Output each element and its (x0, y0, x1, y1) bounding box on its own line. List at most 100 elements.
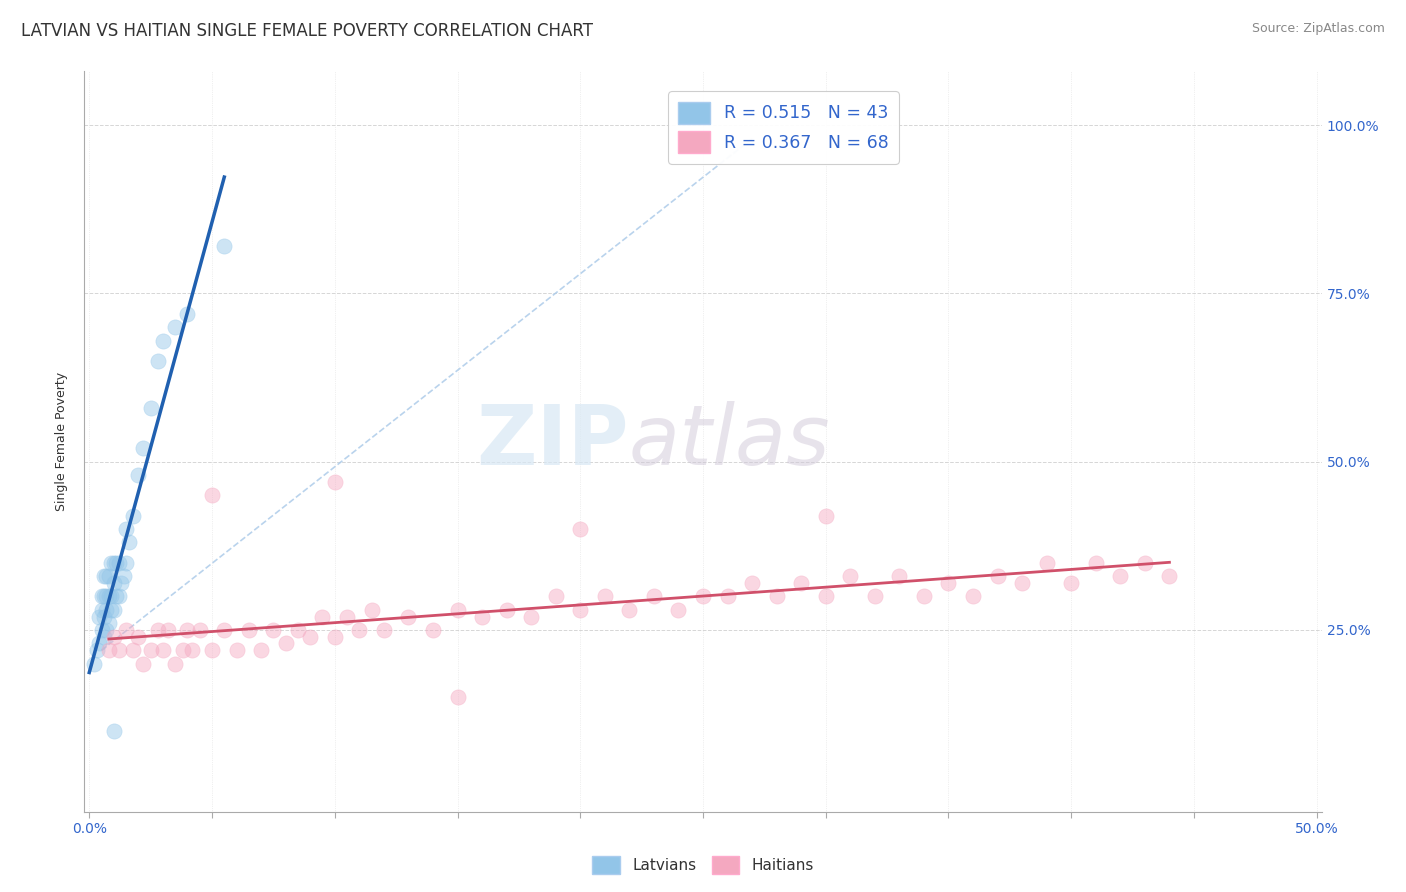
Point (87, 609, 110, 624)
Point (446, 603, 468, 617)
Point (93, 609, 115, 624)
Point (741, 575, 763, 590)
Point (90, 590, 112, 604)
Point (100, 590, 122, 604)
Point (201, 643, 224, 657)
Point (889, 569, 911, 583)
Point (103, 556, 125, 570)
Point (115, 623, 138, 637)
Point (176, 623, 198, 637)
Point (115, 522, 138, 536)
Point (349, 623, 371, 637)
Point (172, 643, 194, 657)
Point (107, 643, 129, 657)
Point (97, 569, 120, 583)
Point (765, 590, 787, 604)
Point (323, 475, 346, 489)
Point (165, 320, 187, 334)
Point (214, 623, 236, 637)
Point (201, 488, 224, 502)
Point (1133, 556, 1156, 570)
Point (139, 643, 162, 657)
Point (938, 575, 960, 590)
Point (1159, 569, 1181, 583)
Point (912, 590, 935, 604)
Point (250, 643, 273, 657)
Legend: Latvians, Haitians: Latvians, Haitians (586, 850, 820, 880)
Point (100, 603, 122, 617)
Point (152, 643, 174, 657)
Point (238, 623, 260, 637)
Point (323, 630, 346, 644)
Point (86, 643, 108, 657)
Point (112, 569, 135, 583)
Point (962, 590, 984, 604)
Point (103, 630, 125, 644)
Point (165, 657, 187, 671)
Point (107, 590, 129, 604)
Point (520, 609, 543, 624)
Point (93, 569, 115, 583)
Point (146, 623, 169, 637)
Point (446, 690, 468, 705)
Point (863, 590, 886, 604)
Point (716, 590, 738, 604)
Point (360, 603, 382, 617)
Point (152, 334, 174, 348)
Point (110, 575, 132, 590)
Point (139, 401, 162, 415)
Point (1035, 556, 1057, 570)
Point (188, 623, 211, 637)
Point (336, 609, 359, 624)
Point (132, 442, 155, 456)
Point (214, 239, 236, 253)
Point (839, 569, 862, 583)
Point (105, 556, 128, 570)
Point (117, 535, 139, 549)
Point (93, 630, 115, 644)
Point (619, 603, 641, 617)
Point (90, 603, 112, 617)
Point (544, 590, 567, 604)
Point (96, 623, 118, 637)
Point (814, 590, 837, 604)
Y-axis label: Single Female Poverty: Single Female Poverty (55, 372, 69, 511)
Point (103, 723, 125, 738)
Point (90, 623, 112, 637)
Point (122, 643, 145, 657)
Point (1011, 575, 1033, 590)
Point (103, 575, 125, 590)
Point (127, 468, 149, 483)
Point (274, 636, 297, 650)
Point (93, 590, 115, 604)
Point (96, 603, 118, 617)
Point (262, 623, 284, 637)
Point (105, 590, 128, 604)
Point (692, 590, 714, 604)
Point (115, 556, 138, 570)
Point (1060, 575, 1083, 590)
Point (132, 657, 155, 671)
Point (287, 623, 309, 637)
Point (790, 575, 813, 590)
Point (225, 643, 247, 657)
Point (96, 569, 118, 583)
Text: LATVIAN VS HAITIAN SINGLE FEMALE POVERTY CORRELATION CHART: LATVIAN VS HAITIAN SINGLE FEMALE POVERTY… (21, 22, 593, 40)
Point (181, 643, 204, 657)
Point (87, 636, 110, 650)
Point (103, 603, 125, 617)
Point (495, 603, 517, 617)
Point (176, 307, 198, 321)
Point (100, 556, 122, 570)
Point (127, 630, 149, 644)
Point (814, 508, 837, 523)
Text: Source: ZipAtlas.com: Source: ZipAtlas.com (1251, 22, 1385, 36)
Point (569, 522, 592, 536)
Point (987, 569, 1010, 583)
Point (83, 657, 105, 671)
Point (373, 623, 395, 637)
Point (311, 609, 333, 624)
Point (122, 508, 145, 523)
Point (156, 623, 179, 637)
Point (569, 603, 592, 617)
